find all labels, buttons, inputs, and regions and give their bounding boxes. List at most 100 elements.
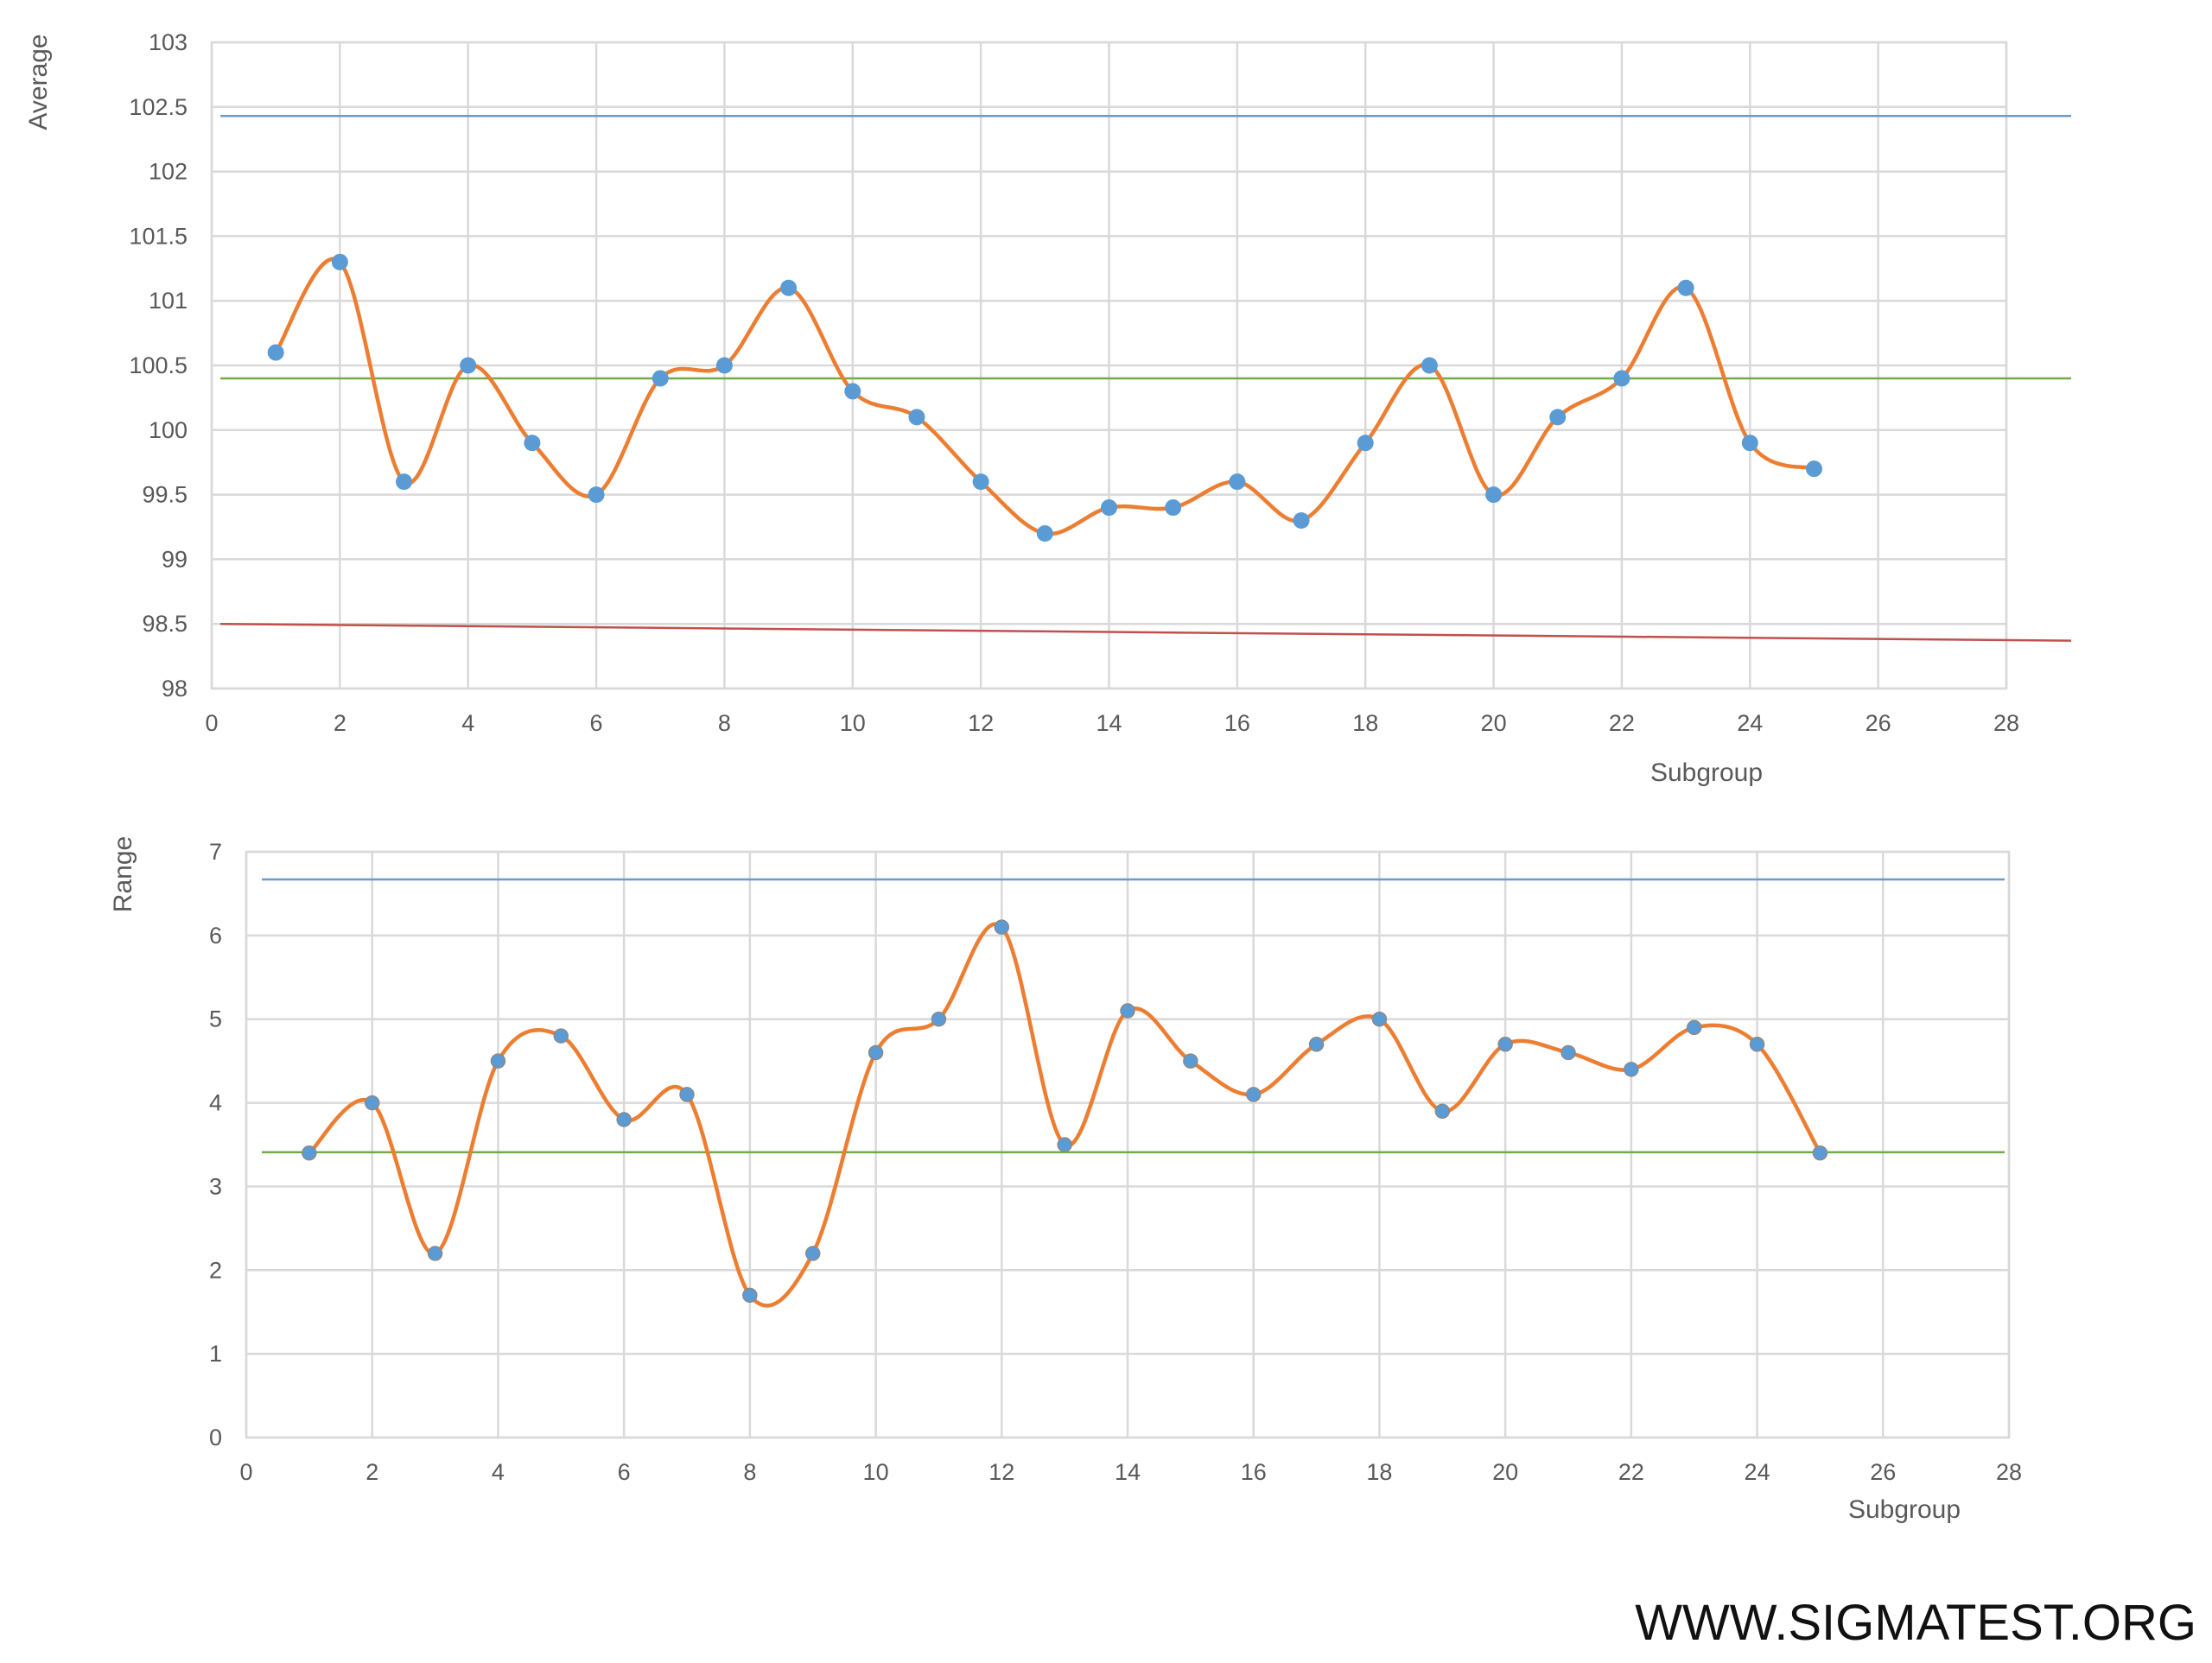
range-y-tick-label: 1 bbox=[209, 1341, 222, 1367]
average-data-point bbox=[844, 383, 861, 400]
range-data-point bbox=[1560, 1044, 1576, 1061]
range-data-point bbox=[1371, 1011, 1388, 1027]
range-y-tick-label: 2 bbox=[209, 1257, 222, 1283]
average-y-tick-label: 100.5 bbox=[129, 352, 188, 378]
average-x-tick-label: 24 bbox=[1737, 710, 1763, 736]
range-data-point bbox=[1308, 1037, 1325, 1052]
average-x-tick-label: 28 bbox=[1993, 710, 2019, 736]
range-data-point bbox=[1497, 1037, 1513, 1052]
average-x-tick-label: 14 bbox=[1096, 710, 1122, 736]
average-data-point bbox=[715, 357, 733, 374]
average-data-point bbox=[1357, 435, 1374, 452]
average-data-point bbox=[1613, 370, 1630, 387]
average-y-tick-label: 103 bbox=[149, 29, 188, 55]
average-data-point bbox=[780, 279, 798, 296]
average-data-point bbox=[908, 409, 925, 426]
range-y-tick-label: 7 bbox=[209, 839, 222, 865]
range-data-point bbox=[1686, 1019, 1702, 1036]
average-x-tick-label: 16 bbox=[1224, 710, 1250, 736]
range-x-tick-label: 12 bbox=[988, 1459, 1014, 1485]
range-data-point bbox=[553, 1028, 569, 1044]
range-x-tick-label: 4 bbox=[492, 1459, 505, 1485]
range-data-point bbox=[931, 1011, 947, 1027]
average-lower-control-line bbox=[219, 622, 2072, 642]
average-x-tick-label: 18 bbox=[1352, 710, 1378, 736]
range-y-tick-label: 0 bbox=[209, 1425, 222, 1450]
range-x-tick-label: 6 bbox=[618, 1459, 631, 1485]
range-data-point bbox=[1812, 1145, 1828, 1161]
average-x-tick-label: 10 bbox=[840, 710, 866, 736]
range-data-point bbox=[1624, 1062, 1639, 1077]
average-y-tick-label: 101 bbox=[149, 288, 188, 314]
range-x-tick-label: 16 bbox=[1241, 1459, 1267, 1485]
range-data-point bbox=[679, 1087, 695, 1102]
average-plot-frame bbox=[210, 41, 2008, 690]
average-y-tick-label: 102.5 bbox=[129, 94, 188, 120]
average-y-tick-label: 98.5 bbox=[142, 611, 188, 637]
range-y-tick-label: 4 bbox=[209, 1090, 222, 1116]
average-x-tick-label: 4 bbox=[461, 710, 474, 736]
average-y-tick-label: 99.5 bbox=[142, 482, 188, 508]
average-data-point bbox=[1101, 499, 1117, 517]
range-y-tick-label: 5 bbox=[209, 1006, 222, 1032]
average-data-point bbox=[1549, 409, 1567, 426]
range-x-tick-label: 22 bbox=[1618, 1459, 1644, 1485]
average-y-tick-label: 102 bbox=[149, 159, 188, 185]
range-data-point bbox=[616, 1112, 632, 1127]
average-x-tick-label: 12 bbox=[968, 710, 994, 736]
range-data-point bbox=[1057, 1137, 1072, 1152]
average-x-tick-label: 8 bbox=[718, 710, 731, 736]
average-x-tick-label: 0 bbox=[205, 710, 218, 736]
average-x-tick-label: 6 bbox=[590, 710, 603, 736]
range-y-tick-label: 6 bbox=[209, 923, 222, 949]
average-x-axis-title: Subgroup bbox=[1650, 759, 1763, 787]
range-x-tick-label: 18 bbox=[1366, 1459, 1392, 1485]
range-series-line bbox=[307, 922, 1822, 1308]
average-data-point bbox=[1805, 460, 1822, 478]
range-data-point bbox=[490, 1053, 506, 1069]
average-data-point bbox=[460, 357, 477, 374]
average-data-point bbox=[1229, 473, 1246, 491]
watermark: WWW.SIGMATEST.ORG bbox=[1635, 1595, 2196, 1651]
range-data-point bbox=[868, 1044, 884, 1061]
range-data-point bbox=[427, 1246, 443, 1261]
average-y-tick-label: 98 bbox=[162, 676, 188, 701]
average-y-axis-title: Average bbox=[24, 34, 53, 130]
average-data-point bbox=[1677, 279, 1694, 296]
range-x-axis-title: Subgroup bbox=[1848, 1495, 1961, 1524]
average-data-point bbox=[652, 370, 669, 387]
range-data-point bbox=[742, 1287, 758, 1304]
average-data-point bbox=[267, 344, 284, 361]
average-data-point bbox=[1421, 357, 1438, 374]
average-data-point bbox=[396, 473, 413, 491]
range-data-point bbox=[1749, 1037, 1765, 1052]
range-y-tick-label: 3 bbox=[209, 1173, 222, 1199]
average-data-point bbox=[331, 253, 348, 270]
average-data-point bbox=[1485, 486, 1503, 504]
average-data-point bbox=[1165, 499, 1182, 517]
average-y-tick-label: 101.5 bbox=[129, 223, 188, 249]
range-x-tick-label: 28 bbox=[1996, 1459, 2022, 1485]
average-data-point bbox=[524, 435, 541, 452]
range-data-point bbox=[302, 1145, 317, 1161]
average-y-tick-label: 99 bbox=[162, 546, 188, 572]
range-x-tick-label: 24 bbox=[1745, 1459, 1770, 1485]
range-x-tick-label: 2 bbox=[365, 1459, 378, 1485]
range-data-point bbox=[1434, 1103, 1451, 1120]
average-y-tick-label: 100 bbox=[149, 417, 188, 443]
average-x-tick-label: 22 bbox=[1609, 710, 1635, 736]
range-data-point bbox=[1245, 1087, 1262, 1102]
average-x-tick-label: 26 bbox=[1866, 710, 1891, 736]
range-data-point bbox=[804, 1246, 821, 1261]
range-x-tick-label: 0 bbox=[239, 1459, 252, 1485]
average-data-point bbox=[972, 473, 989, 491]
range-data-point bbox=[364, 1095, 380, 1111]
range-x-tick-label: 8 bbox=[743, 1459, 756, 1485]
average-x-tick-label: 2 bbox=[334, 710, 346, 736]
range-y-axis-title: Range bbox=[109, 836, 137, 912]
range-x-tick-label: 10 bbox=[863, 1459, 889, 1485]
average-data-point bbox=[1293, 512, 1310, 530]
